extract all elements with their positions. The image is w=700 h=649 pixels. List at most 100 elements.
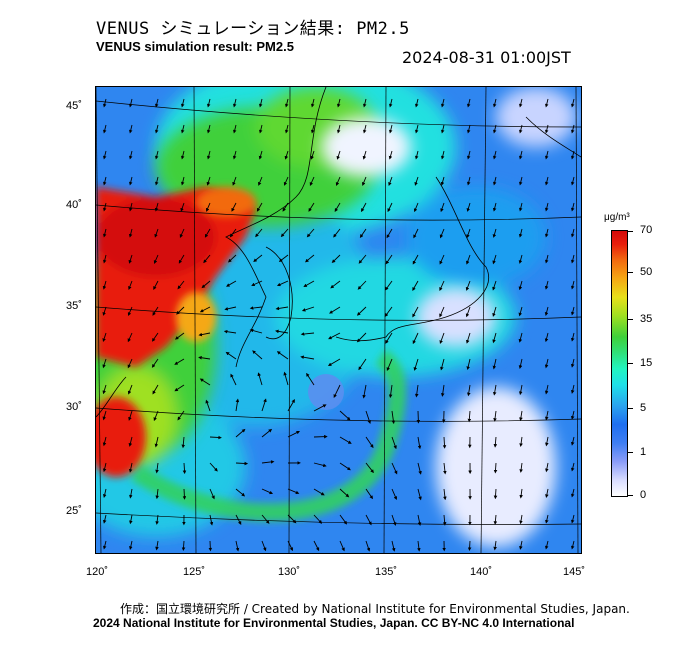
wind-arrow <box>365 514 372 526</box>
wind-arrow <box>102 228 107 238</box>
wind-arrow <box>518 124 523 134</box>
wind-arrow <box>180 124 185 134</box>
wind-arrow <box>181 436 186 449</box>
wind-arrow <box>336 124 341 134</box>
wind-arrow <box>227 254 237 263</box>
wind-arrow <box>154 228 159 238</box>
wind-arrow <box>412 280 419 291</box>
wind-arrow <box>313 488 325 496</box>
wind-arrow <box>102 488 107 498</box>
wind-arrow <box>417 462 422 475</box>
wind-arrow <box>154 202 159 212</box>
wind-arrow <box>492 228 497 238</box>
wind-arrow <box>154 436 159 448</box>
wind-arrow <box>519 462 523 473</box>
wind-arrow <box>439 228 445 239</box>
wind-arrow <box>174 358 185 365</box>
wind-arrow <box>570 254 575 264</box>
wind-arrow <box>356 306 367 316</box>
wind-arrow <box>365 488 374 500</box>
wind-arrow <box>362 150 367 160</box>
wind-arrow <box>414 98 419 108</box>
wind-arrow <box>443 488 447 501</box>
concentration-colorbar <box>611 230 628 497</box>
wind-arrow <box>177 410 185 421</box>
wind-arrow <box>283 371 289 386</box>
wind-arrow <box>155 540 159 551</box>
wind-arrow <box>388 176 393 186</box>
legend-tick <box>628 272 633 273</box>
wind-arrow <box>544 358 549 369</box>
wind-arrow <box>493 462 498 474</box>
wind-arrow <box>413 202 419 213</box>
wind-arrow <box>177 280 185 290</box>
wind-arrow <box>518 228 523 238</box>
wind-arrow <box>466 150 471 160</box>
wind-arrow <box>570 124 575 134</box>
wind-arrow <box>127 306 133 317</box>
wind-arrow <box>391 436 397 450</box>
wind-arrow <box>493 514 498 525</box>
wind-arrow <box>102 306 107 316</box>
wind-arrow <box>235 488 246 497</box>
wind-arrow <box>518 358 523 369</box>
pm25-map <box>95 86 582 554</box>
wind-arrow <box>336 150 341 160</box>
wind-arrow <box>417 436 422 450</box>
wind-arrow <box>365 462 374 474</box>
wind-arrow <box>310 150 315 160</box>
wind-arrow <box>570 410 575 420</box>
wind-arrow <box>339 462 351 471</box>
wind-arrow <box>128 436 133 447</box>
wind-arrow <box>412 332 419 345</box>
graticule <box>96 87 581 553</box>
wind-arrow <box>492 384 497 396</box>
wind-arrow <box>518 306 523 317</box>
wind-arrow <box>570 306 575 316</box>
wind-arrow <box>128 462 133 473</box>
wind-arrow <box>300 355 315 360</box>
wind-arrow <box>413 228 419 239</box>
wind-arrow <box>275 329 289 334</box>
wind-arrow <box>258 124 263 134</box>
clean-air-zones <box>321 87 576 547</box>
wind-arrow <box>232 176 237 186</box>
wind-arrow <box>492 150 497 160</box>
wind-arrow <box>417 488 422 501</box>
wind-arrow <box>518 176 523 186</box>
wind-arrow <box>283 176 289 186</box>
wind-arrow <box>339 488 350 498</box>
wind-arrow <box>127 384 133 395</box>
wind-arrow <box>465 280 471 291</box>
wind-arrow <box>356 332 367 343</box>
wind-arrow <box>388 150 393 160</box>
wind-arrow <box>387 202 393 213</box>
wind-arrow <box>518 202 523 212</box>
wind-arrow <box>544 124 549 134</box>
wind-arrow <box>492 280 497 291</box>
wind-arrow <box>384 306 393 317</box>
wind-arrow <box>391 514 397 526</box>
wind-arrow <box>439 332 445 344</box>
wind-arrow <box>519 514 523 525</box>
wind-arrow <box>570 98 575 108</box>
legend-tick <box>628 319 633 320</box>
map-title-english: VENUS simulation result: PM2.5 <box>96 39 294 54</box>
wind-arrow <box>466 254 471 265</box>
wind-arrow <box>102 410 107 421</box>
wind-arrow <box>102 540 107 550</box>
wind-arrow <box>128 228 133 238</box>
wind-arrow <box>154 98 159 108</box>
lon-label-130: 130˚ <box>278 566 301 578</box>
wind-arrow <box>151 358 159 368</box>
wind-arrow <box>154 176 159 186</box>
wind-arrow <box>330 280 341 289</box>
wind-arrow <box>544 384 549 395</box>
pm25-concentration-field <box>96 87 581 553</box>
wind-arrow <box>182 488 187 500</box>
wind-arrow <box>180 150 185 160</box>
wind-arrow <box>232 124 237 134</box>
wind-arrow <box>334 202 341 212</box>
wind-arrow <box>391 540 396 552</box>
wind-arrow <box>493 488 498 500</box>
